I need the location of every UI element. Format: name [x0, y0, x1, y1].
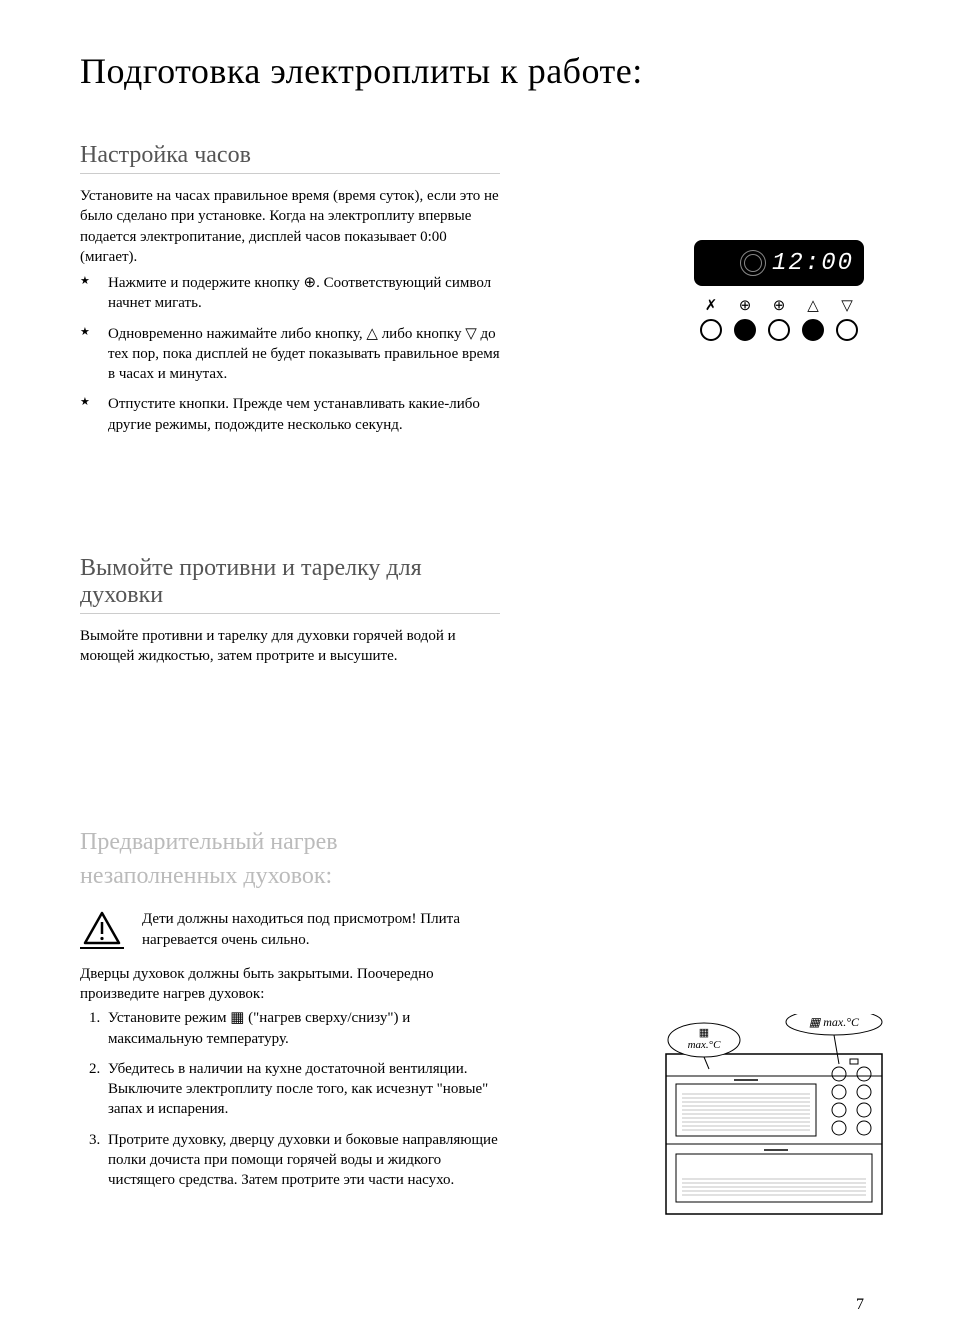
- list-item: Протрите духовку, дверцу духовки и боков…: [104, 1130, 500, 1191]
- intro-text: Установите на часах правильное время (вр…: [80, 186, 500, 267]
- page-number: 7: [856, 1296, 864, 1314]
- button-icon: [836, 319, 858, 341]
- list-item: Нажмите и подержите кнопку ⊕. Соответств…: [80, 273, 500, 314]
- heating-icon: [740, 250, 766, 276]
- section-wash-trays: Вымойте противни и тарелку для духовки В…: [80, 555, 874, 667]
- button-icon: [734, 319, 756, 341]
- section-heading: Предварительный нагрев незаполненных дух…: [80, 826, 500, 897]
- clock-diagram: 12:00 ✗ ⊕ ⊕ △ ▽: [694, 240, 864, 341]
- clock-time: 12:00: [772, 250, 854, 277]
- svg-text:max.°C: max.°C: [688, 1039, 721, 1051]
- intro-text: Дверцы духовок должны быть закрытыми. По…: [80, 964, 500, 1005]
- section-heading: Настройка часов: [80, 142, 500, 174]
- list-item: Установите режим ▦ ("нагрев сверху/снизу…: [104, 1008, 500, 1049]
- list-item: Убедитесь в наличии на кухне достаточной…: [104, 1059, 500, 1120]
- button-icon: [700, 319, 722, 341]
- svg-text:▦: ▦: [699, 1027, 709, 1039]
- svg-text:▦ max.°C: ▦ max.°C: [809, 1015, 860, 1029]
- clock-symbol: ✗: [705, 296, 718, 315]
- button-icon: [802, 319, 824, 341]
- warning-text: Дети должны находиться под присмотром! П…: [142, 909, 520, 950]
- clock-symbol: ⊕: [773, 296, 786, 315]
- instruction-list: Нажмите и подержите кнопку ⊕. Соответств…: [80, 273, 500, 435]
- clock-display: 12:00: [694, 240, 864, 286]
- body-text: Вымойте противни и тарелку для духовки г…: [80, 626, 500, 667]
- clock-symbol: ⊕: [739, 296, 752, 315]
- warning-icon: [80, 909, 124, 949]
- warning-block: Дети должны находиться под присмотром! П…: [80, 909, 520, 950]
- oven-diagram: ▦ max.°C ▦ max.°C: [664, 1014, 884, 1224]
- section-heading: Вымойте противни и тарелку для духовки: [80, 555, 500, 614]
- clock-symbol: △: [807, 296, 819, 315]
- list-item: Отпустите кнопки. Прежде чем устанавлива…: [80, 394, 500, 435]
- button-icon: [768, 319, 790, 341]
- clock-symbol: ▽: [841, 296, 853, 315]
- clock-button-row: ✗ ⊕ ⊕ △ ▽: [694, 296, 864, 341]
- list-item: Одновременно нажимайте либо кнопку, △ ли…: [80, 324, 500, 385]
- numbered-list: Установите режим ▦ ("нагрев сверху/снизу…: [80, 1008, 500, 1190]
- page-title: Подготовка электроплиты к работе:: [80, 50, 874, 92]
